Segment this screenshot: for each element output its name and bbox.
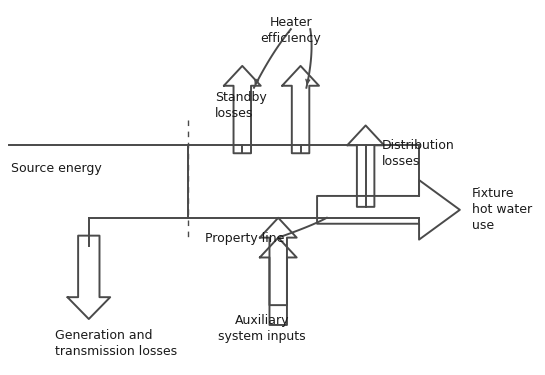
Text: Source energy: Source energy: [11, 162, 102, 175]
Text: Auxiliary
system inputs: Auxiliary system inputs: [218, 314, 306, 343]
Text: Standby
losses: Standby losses: [215, 91, 267, 120]
Text: Fixture
hot water
use: Fixture hot water use: [471, 188, 531, 232]
Text: Property line: Property line: [205, 232, 284, 244]
Text: Heater
efficiency: Heater efficiency: [261, 16, 321, 45]
Text: Generation and
transmission losses: Generation and transmission losses: [55, 329, 177, 358]
Text: Distribution
losses: Distribution losses: [382, 139, 455, 168]
